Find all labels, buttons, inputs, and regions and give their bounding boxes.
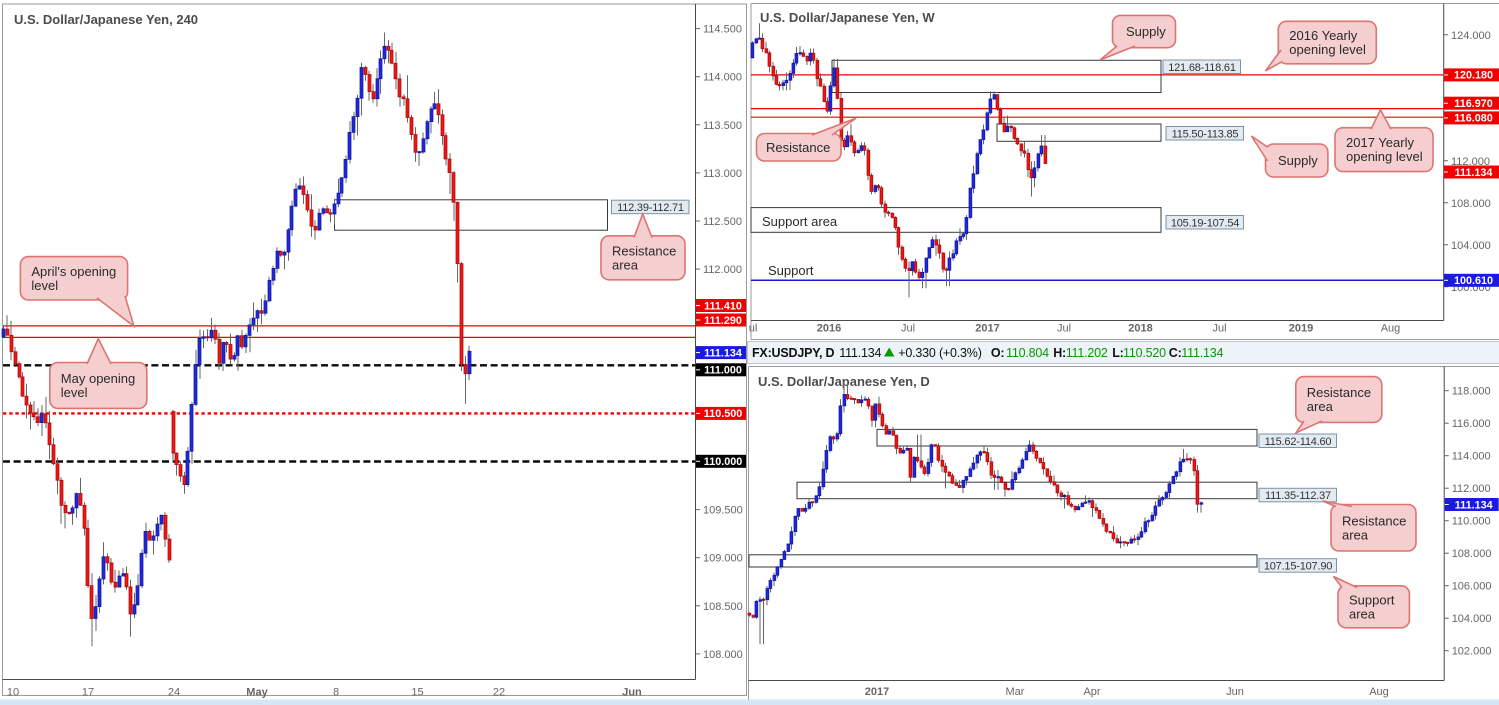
- svg-text:109.000: 109.000: [703, 553, 743, 565]
- svg-text:Jun: Jun: [622, 687, 642, 699]
- svg-text:2016: 2016: [817, 323, 841, 335]
- svg-text:ul: ul: [749, 323, 758, 335]
- svg-text:8: 8: [333, 687, 339, 699]
- svg-text:FX:USDJPY, D: FX:USDJPY, D: [752, 346, 835, 360]
- svg-text:120.180: 120.180: [1454, 70, 1493, 82]
- svg-text:Apr: Apr: [1083, 686, 1100, 698]
- svg-text:115.50-113.85: 115.50-113.85: [1172, 128, 1239, 140]
- svg-text:22: 22: [493, 687, 505, 699]
- svg-text:opening level: opening level: [1289, 42, 1366, 57]
- svg-text:April's opening: April's opening: [31, 264, 116, 279]
- svg-text:111.134: 111.134: [839, 346, 881, 360]
- svg-text:C:: C:: [1169, 346, 1182, 360]
- svg-text:17: 17: [82, 687, 94, 699]
- svg-text:102.000: 102.000: [1452, 646, 1492, 658]
- svg-text:111.410: 111.410: [704, 300, 742, 312]
- svg-text:2017: 2017: [975, 323, 999, 335]
- svg-text:111.134: 111.134: [1455, 167, 1493, 179]
- svg-text:108.000: 108.000: [1451, 198, 1491, 210]
- svg-text:110.500: 110.500: [704, 408, 742, 420]
- svg-text:L:: L:: [1112, 346, 1123, 360]
- svg-text:Resistance: Resistance: [1307, 385, 1371, 400]
- svg-text:10: 10: [7, 687, 19, 699]
- svg-text:114.000: 114.000: [703, 72, 742, 84]
- svg-text:113.500: 113.500: [703, 120, 742, 132]
- svg-text:113.000: 113.000: [703, 168, 742, 180]
- svg-text:opening level: opening level: [1346, 149, 1423, 164]
- svg-text:Supply: Supply: [1126, 24, 1166, 39]
- svg-text:Aug: Aug: [1369, 686, 1389, 698]
- svg-text:Support: Support: [768, 263, 814, 278]
- svg-text:100.610: 100.610: [1454, 275, 1493, 287]
- svg-text:level: level: [31, 278, 58, 293]
- svg-text:U.S. Dollar/Japanese Yen, W: U.S. Dollar/Japanese Yen, W: [760, 10, 935, 25]
- svg-text:104.000: 104.000: [1452, 613, 1492, 625]
- svg-text:area: area: [612, 257, 639, 272]
- svg-text:114.000: 114.000: [1452, 451, 1491, 463]
- svg-text:108.000: 108.000: [703, 649, 743, 661]
- svg-text:15: 15: [411, 687, 423, 699]
- svg-text:110.000: 110.000: [704, 456, 742, 468]
- svg-text:Jul: Jul: [1057, 323, 1071, 335]
- svg-text:May: May: [246, 687, 268, 699]
- svg-text:level: level: [61, 385, 88, 400]
- svg-text:+0.330 (+0.3%): +0.330 (+0.3%): [898, 346, 981, 360]
- svg-text:area: area: [1342, 527, 1369, 542]
- svg-text:116.970: 116.970: [1454, 98, 1492, 110]
- svg-text:U.S. Dollar/Japanese Yen, D: U.S. Dollar/Japanese Yen, D: [758, 374, 930, 389]
- svg-text:105.19-107.54: 105.19-107.54: [1171, 217, 1239, 229]
- svg-text:112.000: 112.000: [1451, 156, 1490, 168]
- svg-text:108.500: 108.500: [703, 601, 743, 613]
- svg-text:Supply: Supply: [1278, 153, 1318, 168]
- svg-text:116.000: 116.000: [1452, 418, 1491, 430]
- svg-text:U.S. Dollar/Japanese Yen, 240: U.S. Dollar/Japanese Yen, 240: [14, 12, 198, 27]
- svg-text:Jul: Jul: [901, 323, 915, 335]
- svg-text:2016 Yearly: 2016 Yearly: [1289, 28, 1357, 43]
- svg-text:May opening: May opening: [61, 371, 135, 386]
- svg-text:Support: Support: [1349, 592, 1395, 607]
- svg-text:112.000: 112.000: [703, 264, 742, 276]
- svg-text:area: area: [1307, 399, 1334, 414]
- svg-text:111.202: 111.202: [1066, 346, 1108, 360]
- svg-text:104.000: 104.000: [1451, 240, 1491, 252]
- svg-text:Jul: Jul: [1212, 323, 1226, 335]
- svg-text:106.000: 106.000: [1452, 581, 1492, 593]
- svg-text:Mar: Mar: [1006, 686, 1025, 698]
- svg-text:110.804: 110.804: [1006, 346, 1049, 360]
- svg-text:Resistance: Resistance: [1342, 513, 1406, 528]
- svg-text:118.000: 118.000: [1452, 386, 1491, 398]
- svg-text:111.290: 111.290: [704, 315, 742, 327]
- svg-text:111.134: 111.134: [1455, 499, 1493, 511]
- svg-text:Resistance: Resistance: [612, 243, 676, 258]
- svg-text:112.500: 112.500: [703, 216, 742, 228]
- svg-text:Aug: Aug: [1381, 323, 1401, 335]
- svg-text:111.000: 111.000: [704, 365, 742, 377]
- svg-text:Resistance: Resistance: [766, 140, 830, 155]
- svg-text:24: 24: [168, 687, 180, 699]
- svg-text:111.134: 111.134: [704, 347, 742, 359]
- svg-text:112.000: 112.000: [1452, 483, 1491, 495]
- svg-text:O:: O:: [991, 346, 1005, 360]
- svg-text:124.000: 124.000: [1451, 30, 1491, 42]
- svg-text:2018: 2018: [1128, 323, 1152, 335]
- svg-text:112.39-112.71: 112.39-112.71: [617, 202, 684, 214]
- svg-text:121.68-118.61: 121.68-118.61: [1168, 62, 1236, 74]
- svg-text:107.15-107.90: 107.15-107.90: [1264, 561, 1332, 573]
- svg-text:2019: 2019: [1289, 323, 1313, 335]
- svg-text:Jun: Jun: [1226, 686, 1244, 698]
- svg-text:115.62-114.60: 115.62-114.60: [1265, 436, 1332, 448]
- svg-text:108.000: 108.000: [1452, 548, 1492, 560]
- svg-text:110.520: 110.520: [1123, 346, 1166, 360]
- svg-text:111.35-112.37: 111.35-112.37: [1265, 490, 1331, 502]
- svg-text:Support area: Support area: [762, 214, 838, 229]
- svg-text:110.000: 110.000: [1452, 516, 1491, 528]
- svg-text:109.500: 109.500: [703, 505, 743, 517]
- svg-text:111.134: 111.134: [1181, 346, 1223, 360]
- svg-text:2017 Yearly: 2017 Yearly: [1346, 135, 1414, 150]
- svg-text:area: area: [1349, 606, 1376, 621]
- svg-text:114.500: 114.500: [703, 24, 742, 36]
- svg-text:2017: 2017: [865, 686, 889, 698]
- svg-text:H:: H:: [1053, 346, 1066, 360]
- svg-text:116.080: 116.080: [1454, 113, 1492, 125]
